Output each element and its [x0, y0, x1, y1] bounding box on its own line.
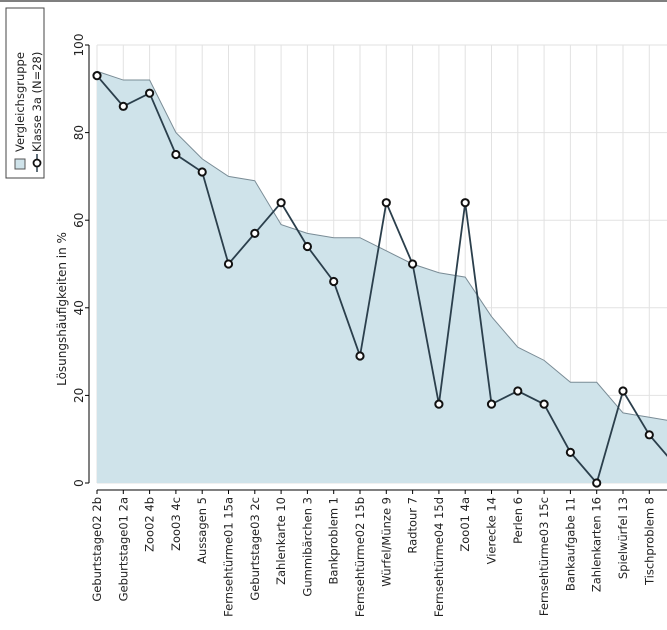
point-klasse-3a [514, 387, 521, 394]
legend: Vergleichsgruppe Klasse 3a (N=28) [6, 8, 44, 178]
x-category-label: Tischproblem 8 [642, 497, 656, 586]
point-klasse-3a [330, 278, 337, 285]
point-klasse-3a [646, 431, 653, 438]
point-klasse-3a [409, 260, 416, 267]
point-klasse-3a [304, 243, 311, 250]
point-klasse-3a [593, 479, 600, 486]
x-category-label: Fernsehtürme01 15a [222, 497, 236, 617]
x-category-label: Zoo01 4a [458, 497, 472, 552]
y-tick-label: 60 [72, 213, 86, 228]
point-klasse-3a [278, 199, 285, 206]
x-category-label: Fernsehtürme04 15d [432, 497, 446, 617]
x-category-label: Perlen 6 [511, 497, 525, 544]
x-category-label: Vierecke 14 [485, 497, 499, 564]
point-klasse-3a [462, 199, 469, 206]
x-category-label: Spielwürfel 13 [616, 497, 630, 579]
x-category-label: Fernsehtürme03 15c [537, 497, 551, 616]
x-category-label: Radtour 7 [406, 497, 420, 554]
y-axis-title: Lösungshäufigkeiten in % [55, 232, 69, 386]
point-klasse-3a [172, 151, 179, 158]
y-tick-label: 0 [72, 479, 86, 487]
x-category-label: Zoo03 4c [169, 497, 183, 551]
point-klasse-3a [120, 103, 127, 110]
x-category-label: Geburtstage01 2a [116, 497, 130, 601]
point-klasse-3a [383, 199, 390, 206]
point-klasse-3a [93, 72, 100, 79]
x-category-label: Bankproblem 1 [327, 497, 341, 584]
x-category-label: Aussagen 5 [195, 497, 209, 564]
legend-marker-swatch [34, 160, 41, 167]
y-tick-label: 40 [72, 300, 86, 315]
point-klasse-3a [541, 401, 548, 408]
x-category-label: Geburtstage03 2c [248, 497, 262, 601]
x-category-label: Zahlenkarte 10 [274, 497, 288, 585]
point-klasse-3a [146, 90, 153, 97]
y-tick-label: 80 [72, 125, 86, 140]
point-klasse-3a [567, 449, 574, 456]
point-klasse-3a [251, 230, 258, 237]
point-klasse-3a [619, 387, 626, 394]
point-klasse-3a [225, 260, 232, 267]
y-tick-labels: 0 20 40 60 80 100 [72, 34, 86, 487]
x-category-labels: Geburtstage02 2b Geburtstage01 2a Zoo02 4b… [90, 497, 667, 617]
legend-label-klasse-3a: Klasse 3a (N=28) [30, 52, 44, 152]
x-category-label: Zoo02 4b [143, 497, 157, 552]
y-tick-label: 100 [72, 34, 86, 57]
point-klasse-3a [435, 401, 442, 408]
x-category-label: Geburtstage02 2b [90, 497, 104, 602]
legend-label-vergleichsgruppe: Vergleichsgruppe [13, 52, 27, 152]
x-category-label: Zahlenkarten 16 [590, 497, 604, 592]
y-tick-label: 20 [72, 388, 86, 403]
x-category-label: Fernsehtürme02 15b [353, 497, 367, 617]
point-klasse-3a [488, 401, 495, 408]
legend-area-swatch [15, 159, 25, 169]
point-klasse-3a [199, 168, 206, 175]
point-klasse-3a [356, 352, 363, 359]
x-category-label: Bankaufgabe 11 [563, 497, 577, 591]
x-category-label: Gummibärchen 3 [300, 497, 314, 597]
x-category-label: Würfel/Münze 9 [379, 497, 393, 587]
